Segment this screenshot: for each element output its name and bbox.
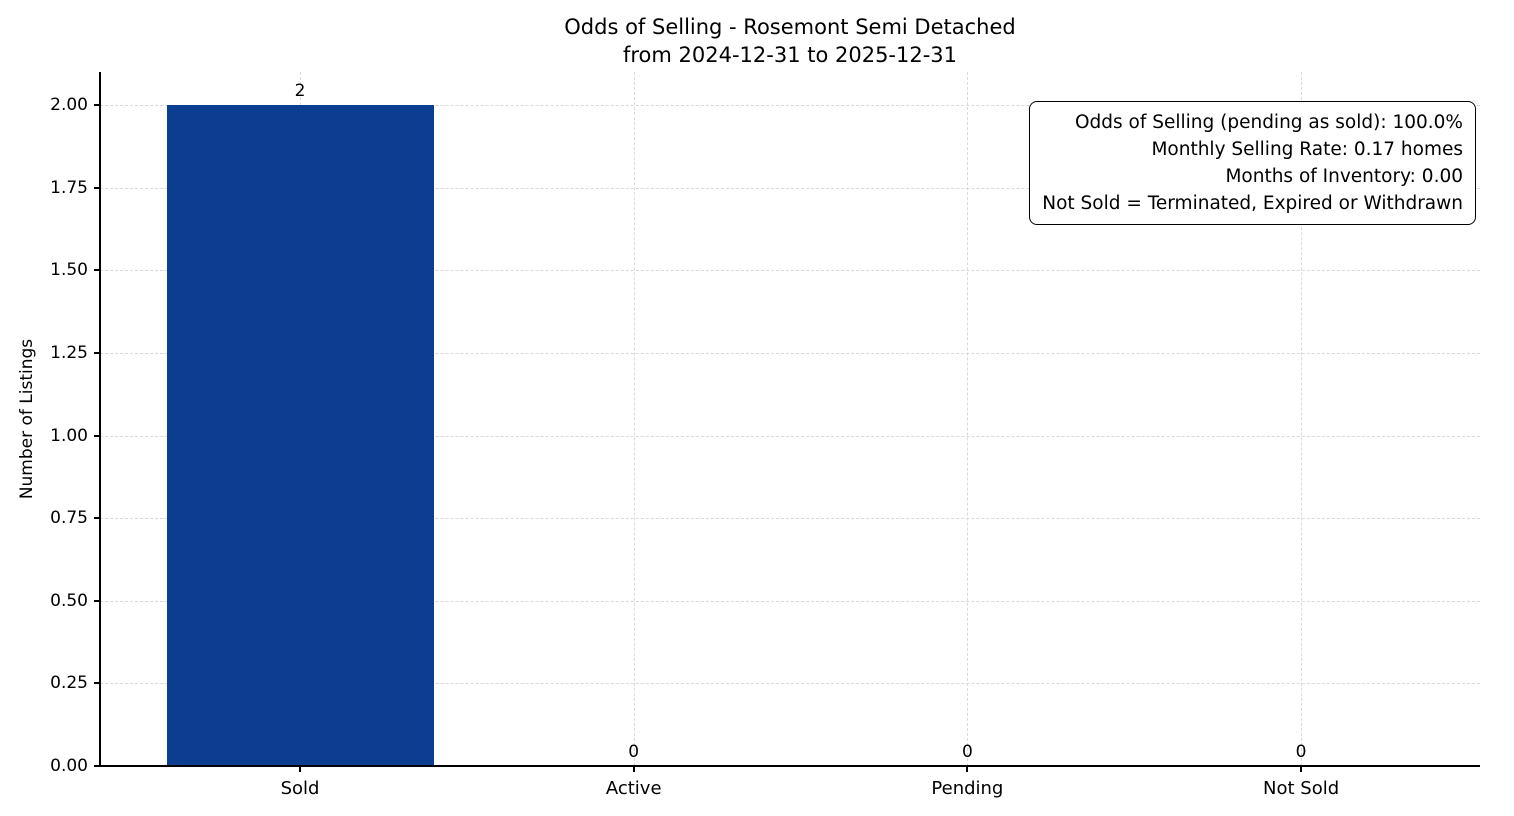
bar-value-label: 0 <box>628 742 640 762</box>
y-axis-spine <box>99 72 101 767</box>
bar-value-label: 0 <box>961 742 973 762</box>
bar-sold <box>166 105 434 766</box>
stats-box: Odds of Selling (pending as sold): 100.0… <box>1029 101 1476 225</box>
v-gridline <box>967 72 969 766</box>
y-tick-mark <box>94 517 100 520</box>
x-tick-label: Pending <box>931 778 1004 799</box>
y-tick-mark <box>94 351 100 354</box>
x-tick-mark <box>299 766 301 772</box>
stats-line-inventory: Months of Inventory: 0.00 <box>1225 166 1463 187</box>
y-tick-label: 0.00 <box>50 756 88 776</box>
v-gridline <box>1301 72 1303 766</box>
h-gridline <box>100 683 1480 685</box>
y-tick-label: 0.50 <box>50 590 88 611</box>
h-gridline <box>100 187 1480 189</box>
y-tick-label: 1.50 <box>50 260 88 281</box>
stats-line-not-sold-note: Not Sold = Terminated, Expired or Withdr… <box>1042 193 1463 214</box>
y-tick-mark <box>94 104 100 107</box>
stats-line-monthly-rate: Monthly Selling Rate: 0.17 homes <box>1151 139 1463 160</box>
x-tick-label: Not Sold <box>1263 778 1340 799</box>
chart-title: Odds of Selling - Rosemont Semi Detached… <box>564 15 1016 67</box>
y-tick-mark <box>94 765 100 767</box>
h-gridline <box>100 435 1480 437</box>
h-gridline <box>100 518 1480 520</box>
bar-value-label: 2 <box>294 81 306 102</box>
stats-line-odds: Odds of Selling (pending as sold): 100.0… <box>1074 112 1463 133</box>
y-tick-mark <box>94 434 100 437</box>
y-tick-label: 0.25 <box>50 673 88 694</box>
y-tick-mark <box>94 186 100 189</box>
x-tick-mark <box>632 766 635 772</box>
y-tick-label: 1.25 <box>50 342 88 363</box>
bar-value-label: 0 <box>1295 742 1307 762</box>
h-gridline <box>100 105 1480 107</box>
y-tick-label: 2.00 <box>50 95 88 116</box>
y-tick-mark <box>94 599 100 602</box>
x-tick-mark <box>1300 766 1303 772</box>
y-tick-label: 1.75 <box>50 177 88 198</box>
x-tick-mark <box>966 766 969 772</box>
x-tick-label: Active <box>605 778 662 799</box>
h-gridline <box>100 270 1480 272</box>
x-tick-label: Sold <box>280 778 320 799</box>
h-gridline <box>100 352 1480 354</box>
x-axis-spine <box>99 765 1480 767</box>
v-gridline <box>633 72 635 766</box>
h-gridline <box>100 600 1480 602</box>
y-tick-mark <box>94 269 100 272</box>
y-tick-label: 0.75 <box>50 508 88 529</box>
y-tick-mark <box>94 682 100 685</box>
y-tick-label: 1.00 <box>50 425 88 446</box>
